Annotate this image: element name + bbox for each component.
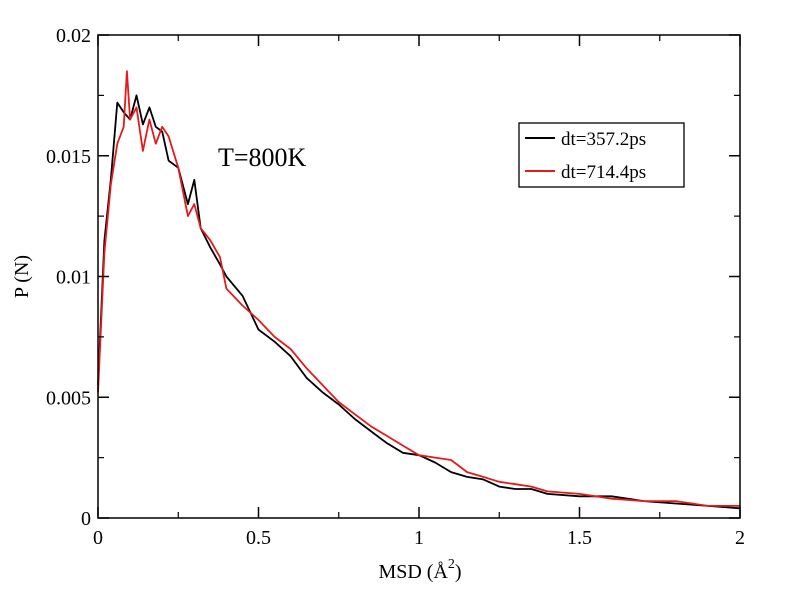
legend-label-2: dt=714.4ps — [561, 162, 646, 183]
legend-box — [518, 122, 685, 188]
x-tick-label: 0.5 — [246, 527, 271, 549]
y-tick-label: 0.01 — [56, 267, 91, 289]
x-axis-label: MSD (Å2) — [378, 557, 461, 583]
y-tick-label: 0.02 — [56, 25, 91, 47]
series-line-2 — [97, 70, 740, 507]
x-tick-label: 1.5 — [567, 527, 592, 549]
series-line-1 — [97, 94, 741, 510]
y-tick-label: 0.015 — [46, 146, 91, 168]
x-tick-label: 0 — [93, 527, 103, 549]
plot-area — [97, 70, 741, 510]
y-axis-label: P (N) — [11, 255, 33, 298]
y-tick-label: 0 — [81, 508, 91, 530]
temperature-annotation: T=800K — [218, 143, 307, 172]
axis-labels: 0 0.5 1 1.5 2 0 0.005 0.01 0.015 0.02 MSD (Å2) P (N… — [11, 25, 745, 583]
y-tick-label: 0.005 — [46, 387, 91, 409]
legend-label-1: dt=357.2ps — [561, 129, 646, 150]
x-tick-label: 1 — [414, 527, 424, 549]
legend: dt=357.2ps dt=714.4ps — [518, 122, 685, 188]
x-tick-label: 2 — [735, 527, 745, 549]
axes — [97, 34, 741, 519]
